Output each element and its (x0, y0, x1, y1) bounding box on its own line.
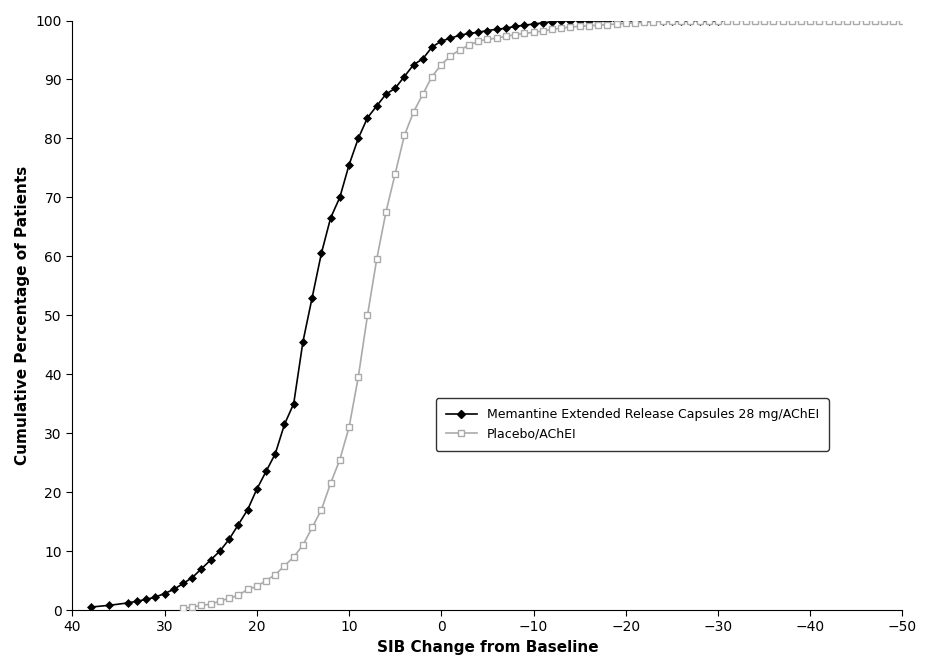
X-axis label: SIB Change from Baseline: SIB Change from Baseline (377, 640, 598, 655)
Legend: Memantine Extended Release Capsules 28 mg/AChEI, Placebo/AChEI: Memantine Extended Release Capsules 28 m… (435, 398, 829, 450)
Y-axis label: Cumulative Percentage of Patients: Cumulative Percentage of Patients (15, 165, 30, 465)
